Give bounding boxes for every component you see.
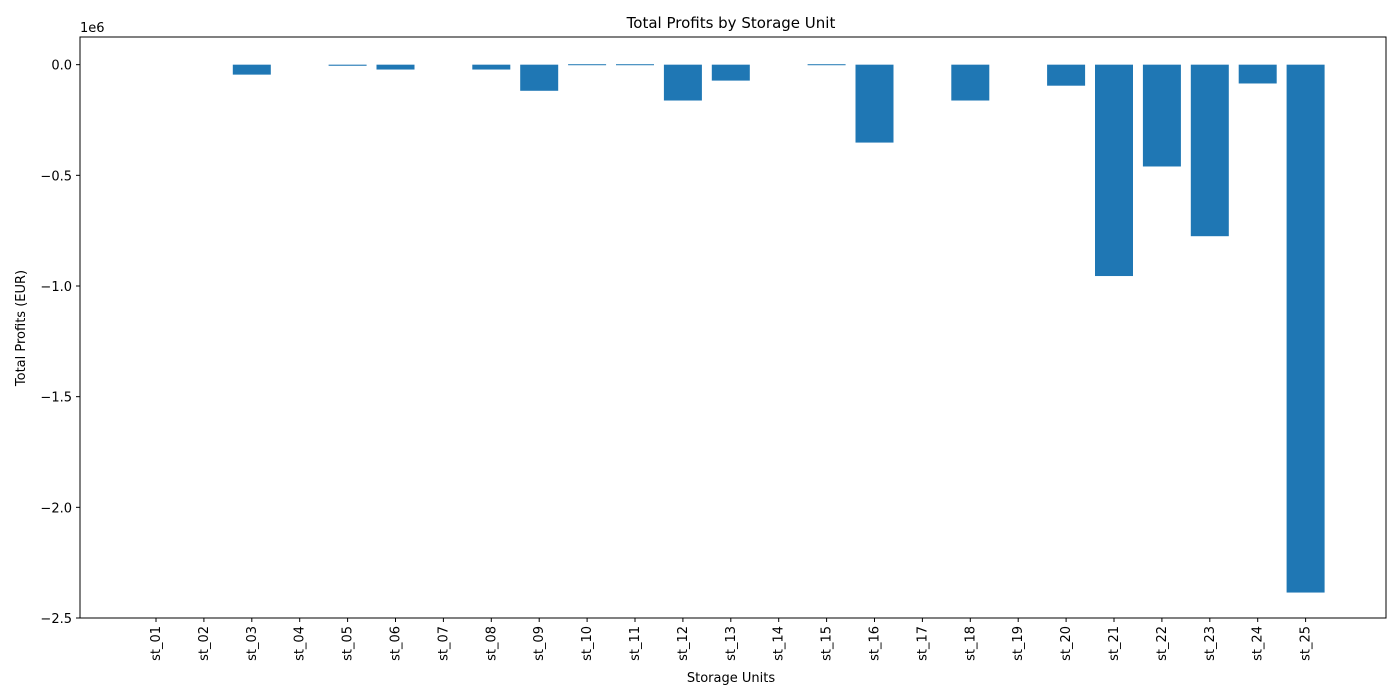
x-tick-label: st_15 (820, 626, 835, 661)
x-tick-label: st_17 (915, 626, 930, 661)
bar-st_18 (951, 64, 990, 101)
x-tick-label: st_16 (868, 626, 883, 661)
x-tick-label: st_18 (963, 626, 978, 661)
bar-st_08 (472, 64, 511, 70)
y-tick-label: −0.5 (40, 169, 72, 184)
bar-st_10 (568, 64, 607, 66)
x-tick-label: st_05 (341, 626, 356, 661)
x-tick-label: st_04 (293, 626, 308, 661)
x-tick-label: st_12 (676, 626, 691, 661)
y-axis-label: Total Profits (EUR) (14, 270, 29, 387)
bar-st_03 (232, 64, 271, 75)
bar-st_15 (807, 64, 846, 66)
bar-st_09 (520, 64, 559, 91)
bars-group (232, 64, 1325, 593)
y-axis-multiplier: 1e6 (80, 21, 105, 36)
y-ticks-group: 0.0 −0.5 −1.0 −1.5 −2.0 −2.5 (40, 59, 80, 627)
bar-st_11 (616, 64, 654, 66)
bar-st_21 (1095, 64, 1133, 277)
bar-st_24 (1238, 64, 1277, 84)
bar-st_25 (1286, 64, 1325, 593)
x-tick-label: st_10 (580, 626, 595, 661)
x-tick-label: st_20 (1059, 626, 1074, 661)
bar-st_06 (376, 64, 415, 70)
x-tick-label: st_03 (245, 626, 260, 661)
x-tick-label: st_14 (772, 626, 787, 661)
bar-st_22 (1142, 64, 1181, 167)
x-tick-label: st_19 (1011, 626, 1026, 661)
bar-st_20 (1047, 64, 1086, 86)
x-tick-label: st_21 (1107, 626, 1122, 661)
bar-st_16 (855, 64, 894, 143)
bar-st_12 (663, 64, 702, 101)
chart-title: Total Profits by Storage Unit (626, 14, 836, 32)
x-tick-label: st_24 (1251, 626, 1266, 661)
x-tick-label: st_08 (484, 626, 499, 661)
x-tick-label: st_02 (197, 626, 212, 661)
y-tick-label: −1.0 (40, 280, 72, 295)
y-tick-label: −2.0 (40, 501, 72, 516)
x-tick-label: st_23 (1203, 626, 1218, 661)
x-axis-label: Storage Units (687, 671, 775, 686)
bar-st_05 (328, 64, 367, 66)
x-tick-label: st_06 (389, 626, 404, 661)
y-tick-label: −1.5 (40, 391, 72, 406)
x-tick-label: st_11 (628, 626, 643, 661)
plot-frame (79, 36, 1387, 619)
x-tick-label: st_13 (724, 626, 739, 661)
bar-st_23 (1190, 64, 1229, 237)
x-tick-label: st_01 (149, 626, 164, 661)
x-ticks-group: st_01 st_02 st_03 st_04 st_05 st_06 st_07 st_08… (149, 618, 1314, 661)
x-tick-label: st_22 (1155, 626, 1170, 661)
x-tick-label: st_07 (436, 626, 451, 661)
y-tick-label: −2.5 (40, 612, 72, 627)
y-tick-label: 0.0 (51, 59, 72, 74)
x-tick-label: st_09 (532, 626, 547, 661)
x-tick-label: st_25 (1299, 626, 1314, 661)
bar-st_13 (711, 64, 750, 81)
